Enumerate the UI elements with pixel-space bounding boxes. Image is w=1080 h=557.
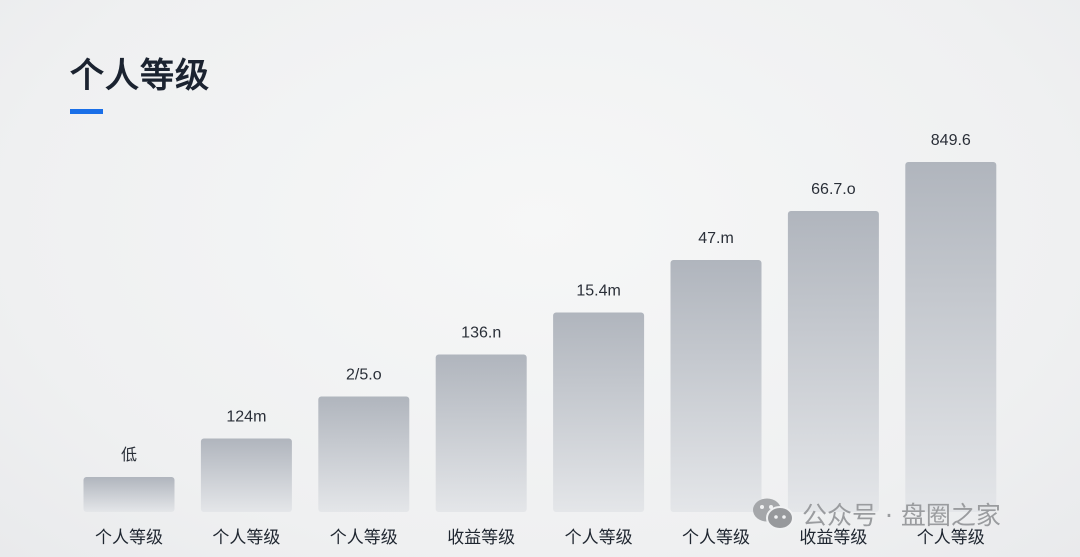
title-accent-bar <box>70 109 103 114</box>
bar <box>553 312 645 512</box>
category-label: 个人等级 <box>212 528 280 548</box>
category-label: 个人等级 <box>95 528 163 548</box>
bar <box>435 354 527 512</box>
wechat-icon <box>753 498 794 530</box>
watermark-text: 公众号 · 盘圈之家 <box>802 501 1001 530</box>
data-label: 低 <box>121 446 137 464</box>
category-label: 收益等级 <box>799 528 867 548</box>
bar <box>787 211 879 512</box>
data-label: 849.6 <box>931 132 971 149</box>
category-label: 个人等级 <box>330 528 398 548</box>
bar <box>83 477 175 512</box>
data-label: 47.m <box>698 230 734 247</box>
data-label: 2/5.o <box>346 367 382 384</box>
data-label: 15.4m <box>576 283 620 300</box>
category-label: 个人等级 <box>682 528 750 548</box>
bar <box>905 162 997 512</box>
data-label: 66.7.o <box>811 181 856 198</box>
bar <box>318 396 410 512</box>
watermark: 公众号 · 盘圈之家 <box>752 496 1001 532</box>
data-label: 124m <box>226 409 266 426</box>
bar <box>670 260 762 512</box>
data-label: 136.n <box>461 325 501 342</box>
bar <box>200 438 292 512</box>
page-title: 个人等级 <box>70 56 210 96</box>
category-label: 个人等级 <box>917 528 985 548</box>
category-label: 收益等级 <box>447 528 515 548</box>
category-label: 个人等级 <box>565 528 633 548</box>
